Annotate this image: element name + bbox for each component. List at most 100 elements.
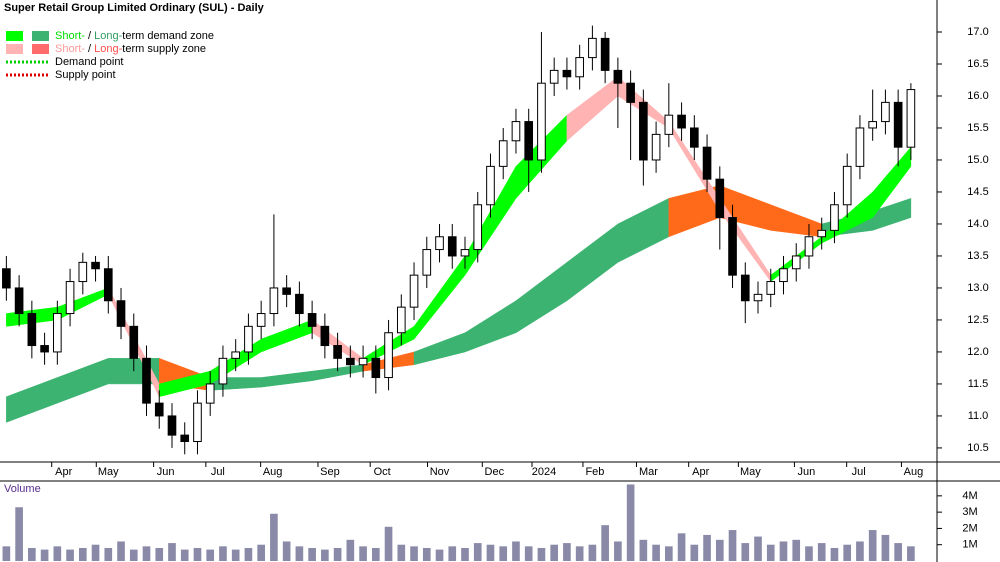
volume-bar (397, 544, 406, 561)
y-tick-label: 14.0 (967, 218, 988, 230)
volume-bar (295, 546, 304, 561)
candle-body (498, 140, 508, 167)
volume-bar (359, 546, 367, 561)
volume-bar (805, 546, 813, 561)
candle-body (218, 357, 228, 385)
candle-body (677, 114, 686, 129)
candle-body (193, 402, 202, 443)
candle-body (702, 146, 712, 180)
x-tick-label: Dec (485, 466, 505, 478)
candle-body (626, 82, 635, 103)
volume-bar (384, 526, 393, 561)
candle-body (231, 351, 241, 359)
y-tick-label: 4M (962, 490, 977, 502)
volume-bar (665, 546, 673, 561)
candle-body (2, 268, 11, 289)
volume-bar (639, 539, 648, 561)
volume-bar (779, 541, 788, 561)
volume-bar (15, 507, 23, 561)
volume-bar (435, 549, 444, 561)
volume-bar (231, 549, 240, 561)
legend-swatch (32, 31, 49, 41)
candle-body (409, 274, 419, 308)
candle-body (511, 121, 521, 142)
x-tick-label: May (98, 466, 119, 478)
volume-bar (881, 534, 890, 561)
volume-bar (856, 541, 864, 561)
candle-body (78, 261, 88, 283)
y-tick-label: 12.5 (967, 314, 988, 326)
candle-body (537, 82, 546, 161)
legend-part: Supply point (55, 69, 116, 81)
volume-bar (142, 546, 151, 561)
x-tick-label: Mar (639, 466, 658, 478)
candle-body (728, 217, 737, 276)
y-tick-label: 10.5 (967, 442, 988, 454)
volume-bar (473, 543, 482, 561)
volume-bar (257, 544, 265, 561)
candle-body (447, 236, 457, 257)
candle-body (855, 127, 865, 167)
volume-bar (410, 546, 418, 561)
volume-bar (333, 547, 342, 561)
candle-body (256, 313, 266, 327)
y-tick-label: 12.0 (967, 346, 988, 358)
volume-bar (843, 544, 852, 561)
candle-body (881, 101, 890, 123)
candle-body (740, 274, 750, 302)
candle-body (269, 287, 279, 315)
candle-body (435, 236, 444, 251)
x-tick-label: Nov (430, 466, 450, 478)
candle-body (817, 229, 827, 238)
volume-bar (346, 539, 355, 561)
volume-bar (206, 549, 215, 561)
chart-title: Super Retail Group Limited Ordinary (SUL… (4, 2, 265, 14)
candle-body (358, 357, 368, 366)
volume-bar (715, 539, 724, 561)
x-tick-label: May (740, 466, 761, 478)
volume-bar (563, 543, 571, 561)
candle-body (244, 325, 253, 353)
candle-body (804, 236, 814, 257)
y-tick-label: 3M (962, 506, 977, 518)
volume-bar (830, 547, 839, 561)
candle-body (664, 114, 674, 135)
legend-part: Long- (94, 30, 122, 42)
candle-body (116, 300, 126, 327)
legend-part: Short- (55, 43, 85, 55)
candle-body (689, 127, 699, 148)
volume-bar (282, 541, 291, 561)
candle-body (766, 281, 776, 295)
volume-bar (78, 547, 87, 561)
volume-bar (486, 544, 495, 561)
volume-bar (2, 546, 11, 561)
x-tick-label: Feb (585, 466, 604, 478)
candle-body (205, 383, 215, 404)
x-tick-label: Apr (55, 466, 72, 478)
legend-swatch (6, 31, 23, 41)
y-tick-label: 13.0 (967, 282, 988, 294)
candle-body (91, 261, 100, 270)
y-tick-label: 15.0 (967, 154, 988, 166)
volume-bar (741, 543, 750, 561)
candle-body (129, 325, 139, 359)
volume-bar (690, 544, 699, 561)
volume-bar (53, 546, 62, 561)
candle-body (549, 69, 559, 84)
volume-bar (614, 541, 622, 561)
candle-body (613, 69, 623, 84)
legend-swatch (6, 44, 23, 54)
volume-bar (677, 533, 686, 561)
candle-body (142, 357, 151, 404)
volume-bar (575, 546, 584, 561)
candle-body (27, 313, 37, 347)
volume-bar (868, 530, 877, 561)
candle-body (384, 332, 393, 379)
volume-bar (270, 513, 278, 561)
volume-bar (550, 544, 558, 561)
candle-body (371, 357, 381, 379)
volume-bar (219, 546, 227, 561)
volume-bar (537, 547, 546, 561)
volume-bar (461, 547, 469, 561)
candle-body (868, 121, 877, 129)
